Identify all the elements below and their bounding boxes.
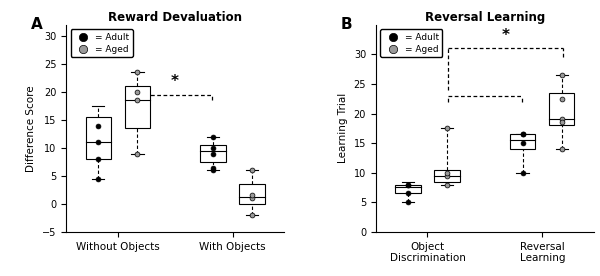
Title: Reward Devaluation: Reward Devaluation (108, 11, 242, 24)
Legend: = Adult, = Aged: = Adult, = Aged (380, 29, 442, 57)
FancyBboxPatch shape (239, 184, 265, 204)
FancyBboxPatch shape (434, 170, 460, 182)
Title: Reversal Learning: Reversal Learning (425, 11, 545, 24)
Y-axis label: Difference Score: Difference Score (26, 85, 37, 172)
Text: *: * (171, 74, 179, 89)
Legend: = Adult, = Aged: = Adult, = Aged (71, 29, 133, 57)
FancyBboxPatch shape (125, 86, 150, 128)
Text: *: * (502, 28, 509, 43)
FancyBboxPatch shape (395, 185, 421, 193)
Y-axis label: Learning Trial: Learning Trial (338, 93, 348, 163)
FancyBboxPatch shape (510, 134, 535, 149)
FancyBboxPatch shape (200, 145, 226, 162)
Text: B: B (341, 17, 353, 31)
Text: A: A (31, 17, 43, 31)
FancyBboxPatch shape (549, 93, 574, 125)
FancyBboxPatch shape (86, 117, 111, 159)
